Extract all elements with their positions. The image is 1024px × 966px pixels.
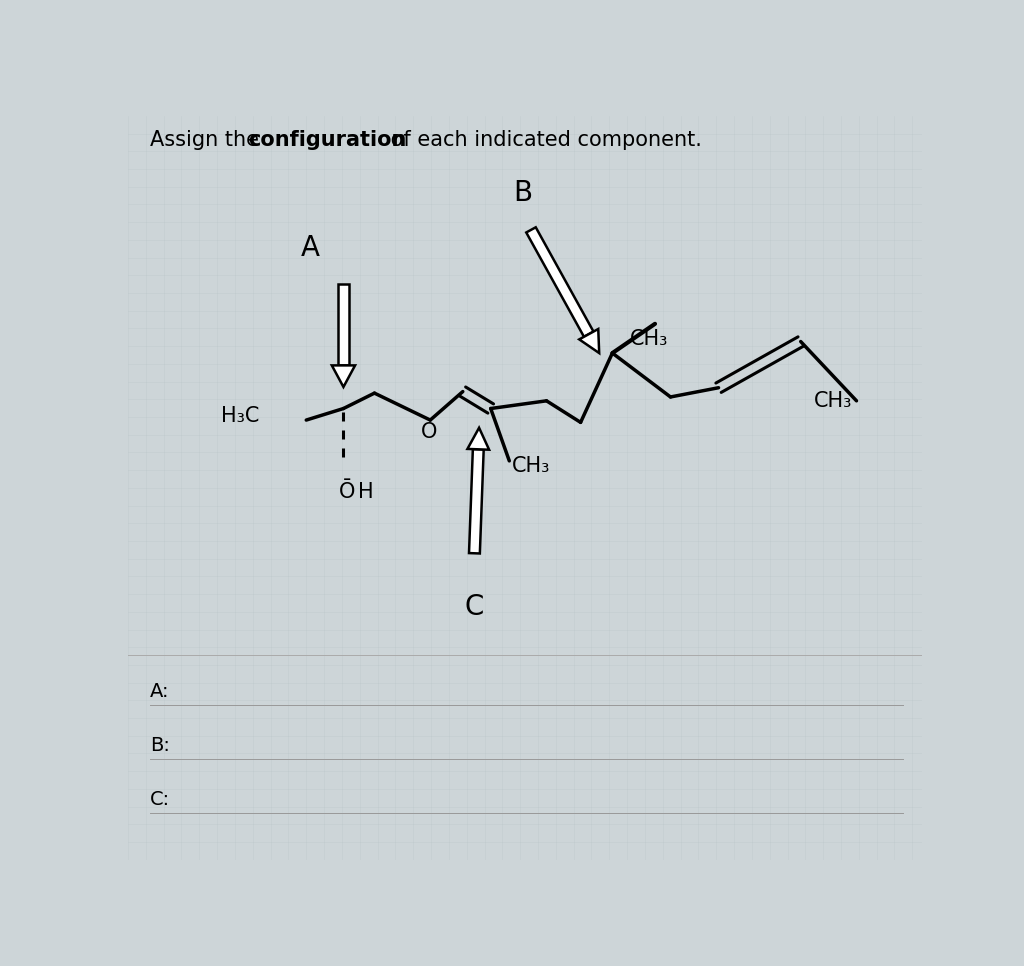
Text: CH₃: CH₃ [814,391,852,411]
Polygon shape [338,284,349,365]
Polygon shape [469,449,483,554]
Text: Assign the: Assign the [150,129,265,150]
Text: B:: B: [150,736,170,755]
Text: C: C [465,593,484,621]
Text: A:: A: [150,682,169,701]
Text: B: B [514,179,532,207]
Text: CH₃: CH₃ [512,456,550,476]
Text: configuration: configuration [248,129,407,150]
Text: H₃C: H₃C [221,407,260,426]
Text: CH₃: CH₃ [630,329,669,350]
Polygon shape [332,365,355,387]
Text: Ō: Ō [339,482,355,501]
Polygon shape [526,227,594,337]
Polygon shape [467,428,489,450]
Text: C:: C: [150,790,170,810]
Text: of each indicated component.: of each indicated component. [384,129,701,150]
Text: O: O [421,422,437,442]
Polygon shape [580,329,599,354]
Text: H: H [358,482,374,501]
Text: A: A [301,234,319,262]
